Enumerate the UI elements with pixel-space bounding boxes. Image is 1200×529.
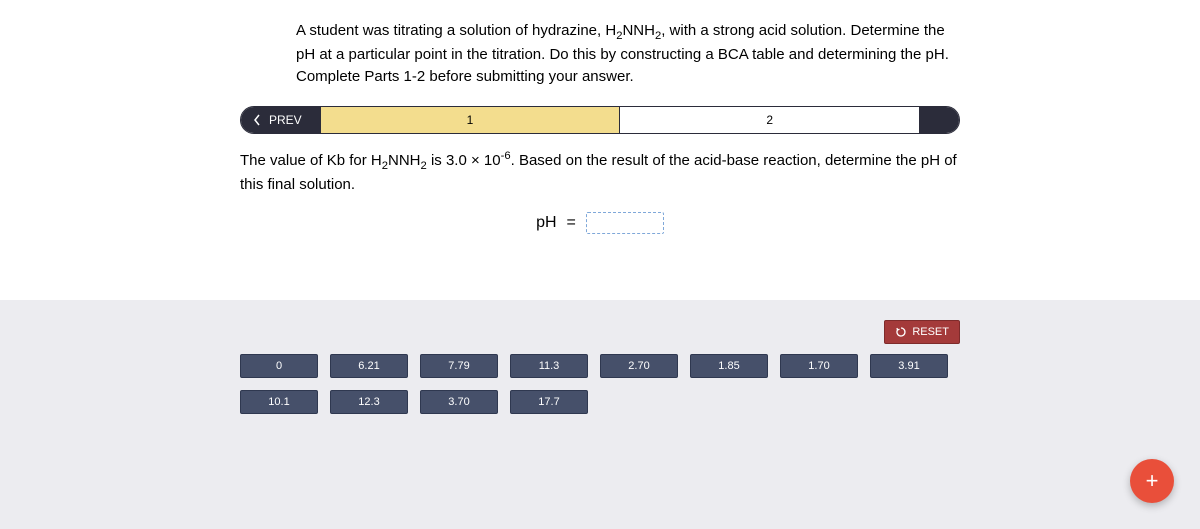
tile-row: 0 6.21 7.79 11.3 2.70 1.85 1.70 3.91 — [240, 354, 960, 378]
sub-prompt: The value of Kb for H2NNH2 is 3.0 × 10-6… — [240, 148, 960, 196]
answer-tile[interactable]: 11.3 — [510, 354, 588, 378]
answer-lhs: pH — [536, 214, 556, 232]
plus-icon: + — [1146, 468, 1159, 494]
answer-tile[interactable]: 2.70 — [600, 354, 678, 378]
reset-icon — [895, 326, 907, 338]
answer-tile[interactable]: 7.79 — [420, 354, 498, 378]
reset-button[interactable]: RESET — [884, 320, 960, 344]
answer-tile[interactable]: 1.70 — [780, 354, 858, 378]
answer-tile[interactable]: 1.85 — [690, 354, 768, 378]
answer-tile[interactable]: 10.1 — [240, 390, 318, 414]
tile-row: 10.1 12.3 3.70 17.7 — [240, 390, 960, 414]
answer-tile[interactable]: 3.70 — [420, 390, 498, 414]
part-navigator: PREV 1 2 — [240, 106, 960, 134]
answer-tile[interactable]: 6.21 — [330, 354, 408, 378]
answer-tile[interactable]: 12.3 — [330, 390, 408, 414]
equals-sign: = — [567, 214, 576, 232]
question-prompt: A student was titrating a solution of hy… — [240, 20, 960, 88]
part-tab-2[interactable]: 2 — [619, 107, 919, 133]
part-tab-1[interactable]: 1 — [320, 107, 620, 133]
chevron-left-icon — [253, 114, 261, 126]
answer-drop-slot[interactable] — [586, 212, 664, 234]
reset-label: RESET — [912, 326, 949, 338]
part-tab-label: 1 — [467, 113, 474, 127]
answer-tile[interactable]: 0 — [240, 354, 318, 378]
tile-tray: RESET 0 6.21 7.79 11.3 2.70 1.85 1.70 3.91 10.1… — [0, 300, 1200, 529]
answer-row: pH = — [240, 212, 960, 244]
prev-button[interactable]: PREV — [241, 107, 320, 133]
answer-tile[interactable]: 17.7 — [510, 390, 588, 414]
part-tab-label: 2 — [766, 113, 773, 127]
answer-tile[interactable]: 3.91 — [870, 354, 948, 378]
prev-label: PREV — [269, 113, 302, 127]
add-fab[interactable]: + — [1130, 459, 1174, 503]
next-button[interactable] — [919, 107, 959, 133]
